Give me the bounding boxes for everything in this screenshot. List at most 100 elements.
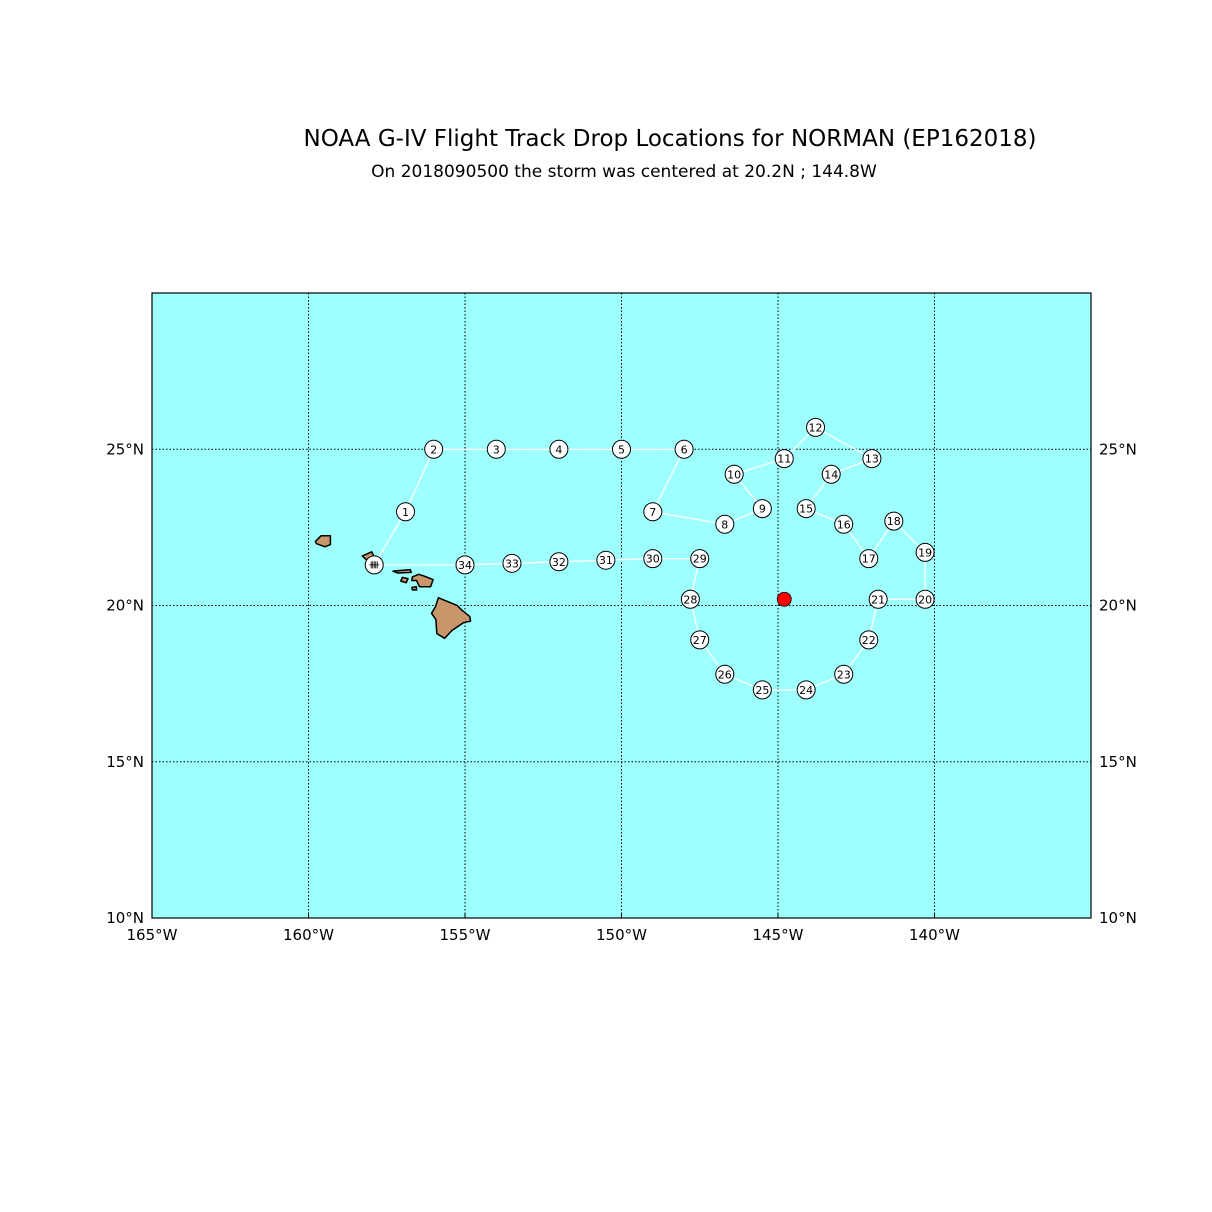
x-tick-label: 140°W <box>909 926 960 944</box>
drop-label: 16 <box>837 518 851 531</box>
drop-circle <box>690 549 710 569</box>
page-subtitle: On 2018090500 the storm was centered at … <box>371 162 877 182</box>
drop-label: 26 <box>718 668 732 681</box>
drop-label: 25 <box>755 684 769 697</box>
drop-label: 21 <box>871 593 885 606</box>
drop-marker: 23 <box>834 664 854 684</box>
drop-circle <box>834 514 854 534</box>
drop-label: 9 <box>759 503 766 516</box>
drop-marker: 30 <box>643 549 663 569</box>
storm-center <box>776 591 792 607</box>
drop-marker: 8 <box>715 514 735 534</box>
y-tick-label-left: 20°N <box>106 597 144 615</box>
drop-label: 4 <box>555 443 562 456</box>
drop-marker: 22 <box>859 630 879 650</box>
drop-label: 2 <box>430 443 437 456</box>
drop-label: 13 <box>865 453 879 466</box>
drop-marker: 12 <box>806 417 826 437</box>
drop-marker: 31 <box>596 550 616 570</box>
drop-label: 33 <box>505 557 519 570</box>
drop-circle <box>752 499 772 519</box>
drop-marker: 28 <box>680 589 700 609</box>
drop-circle <box>796 499 816 519</box>
drop-circle <box>674 439 694 459</box>
drop-marker: 32 <box>549 552 569 572</box>
drop-marker: 20 <box>915 589 935 609</box>
drop-marker: 2 <box>424 439 444 459</box>
drop-label: 1 <box>402 506 409 519</box>
drop-label: 30 <box>646 553 660 566</box>
drop-label: 8 <box>721 518 728 531</box>
x-tick-label: 145°W <box>753 926 804 944</box>
drop-marker: 29 <box>690 549 710 569</box>
drop-circle <box>549 439 569 459</box>
drop-marker: 15 <box>796 499 816 519</box>
drop-circle <box>868 589 888 609</box>
y-tick-label-right: 10°N <box>1099 909 1137 927</box>
drop-marker: 4 <box>549 439 569 459</box>
drop-circle <box>715 664 735 684</box>
y-tick-label-left: 10°N <box>106 909 144 927</box>
drop-label: 14 <box>824 468 838 481</box>
drop-circle <box>774 449 794 469</box>
page-title: NOAA G-IV Flight Track Drop Locations fo… <box>303 126 1037 152</box>
drop-circle <box>915 542 935 562</box>
drop-circle <box>596 550 616 570</box>
drop-circle <box>915 589 935 609</box>
drop-circle <box>690 630 710 650</box>
airport-marker <box>364 555 384 575</box>
drop-marker: 14 <box>821 464 841 484</box>
drop-marker: 25 <box>752 680 772 700</box>
drop-circle <box>424 439 444 459</box>
drop-marker: 16 <box>834 514 854 534</box>
drop-locations: 12 3 4 5 67891011121314151617181920212223242… <box>396 417 935 700</box>
drop-marker: 10 <box>724 464 744 484</box>
drop-marker: 21 <box>868 589 888 609</box>
island-kauai <box>314 535 332 548</box>
drop-marker: 6 <box>674 439 694 459</box>
drop-marker: 19 <box>915 542 935 562</box>
drop-label: 15 <box>799 503 813 516</box>
drop-label: 32 <box>552 556 566 569</box>
drop-marker: 34 <box>455 555 475 575</box>
drop-circle <box>612 439 631 459</box>
drop-label: 28 <box>683 593 697 606</box>
drop-circle <box>862 449 882 469</box>
drop-circle <box>643 549 663 569</box>
drop-circle <box>859 630 879 650</box>
drop-marker: 27 <box>690 630 710 650</box>
drop-marker: 17 <box>859 549 879 569</box>
drop-label: 3 <box>493 443 500 456</box>
x-tick-label: 165°W <box>127 926 178 944</box>
drop-circle <box>455 555 475 575</box>
drop-label: 27 <box>693 634 707 647</box>
drop-circle <box>806 417 826 437</box>
drop-circle <box>724 464 744 484</box>
drop-circle <box>821 464 841 484</box>
drop-circle <box>859 549 879 569</box>
drop-circle <box>396 502 416 522</box>
drop-marker: 33 <box>502 553 522 573</box>
x-tick-label: 150°W <box>596 926 647 944</box>
y-tick-label-right: 25°N <box>1099 440 1137 458</box>
drop-circle <box>680 589 700 609</box>
island-lanai <box>400 576 409 584</box>
drop-label: 17 <box>862 553 876 566</box>
drop-marker: 7 <box>643 502 663 522</box>
drop-label: 20 <box>918 593 932 606</box>
drop-label: 12 <box>809 421 823 434</box>
drop-marker: 3 <box>486 439 506 459</box>
y-tick-label-left: 15°N <box>106 753 144 771</box>
drop-marker: 13 <box>862 449 882 469</box>
drop-circle <box>486 439 506 459</box>
storm-center-marker <box>776 591 792 607</box>
island-hawaii <box>430 596 472 640</box>
drop-label: 34 <box>458 559 472 572</box>
drop-marker: 11 <box>774 449 794 469</box>
drop-label: 11 <box>777 453 791 466</box>
island-kahoolawe <box>411 586 418 591</box>
x-tick-label: 160°W <box>283 926 334 944</box>
island-maui <box>411 573 434 588</box>
drop-marker: 18 <box>884 511 904 531</box>
